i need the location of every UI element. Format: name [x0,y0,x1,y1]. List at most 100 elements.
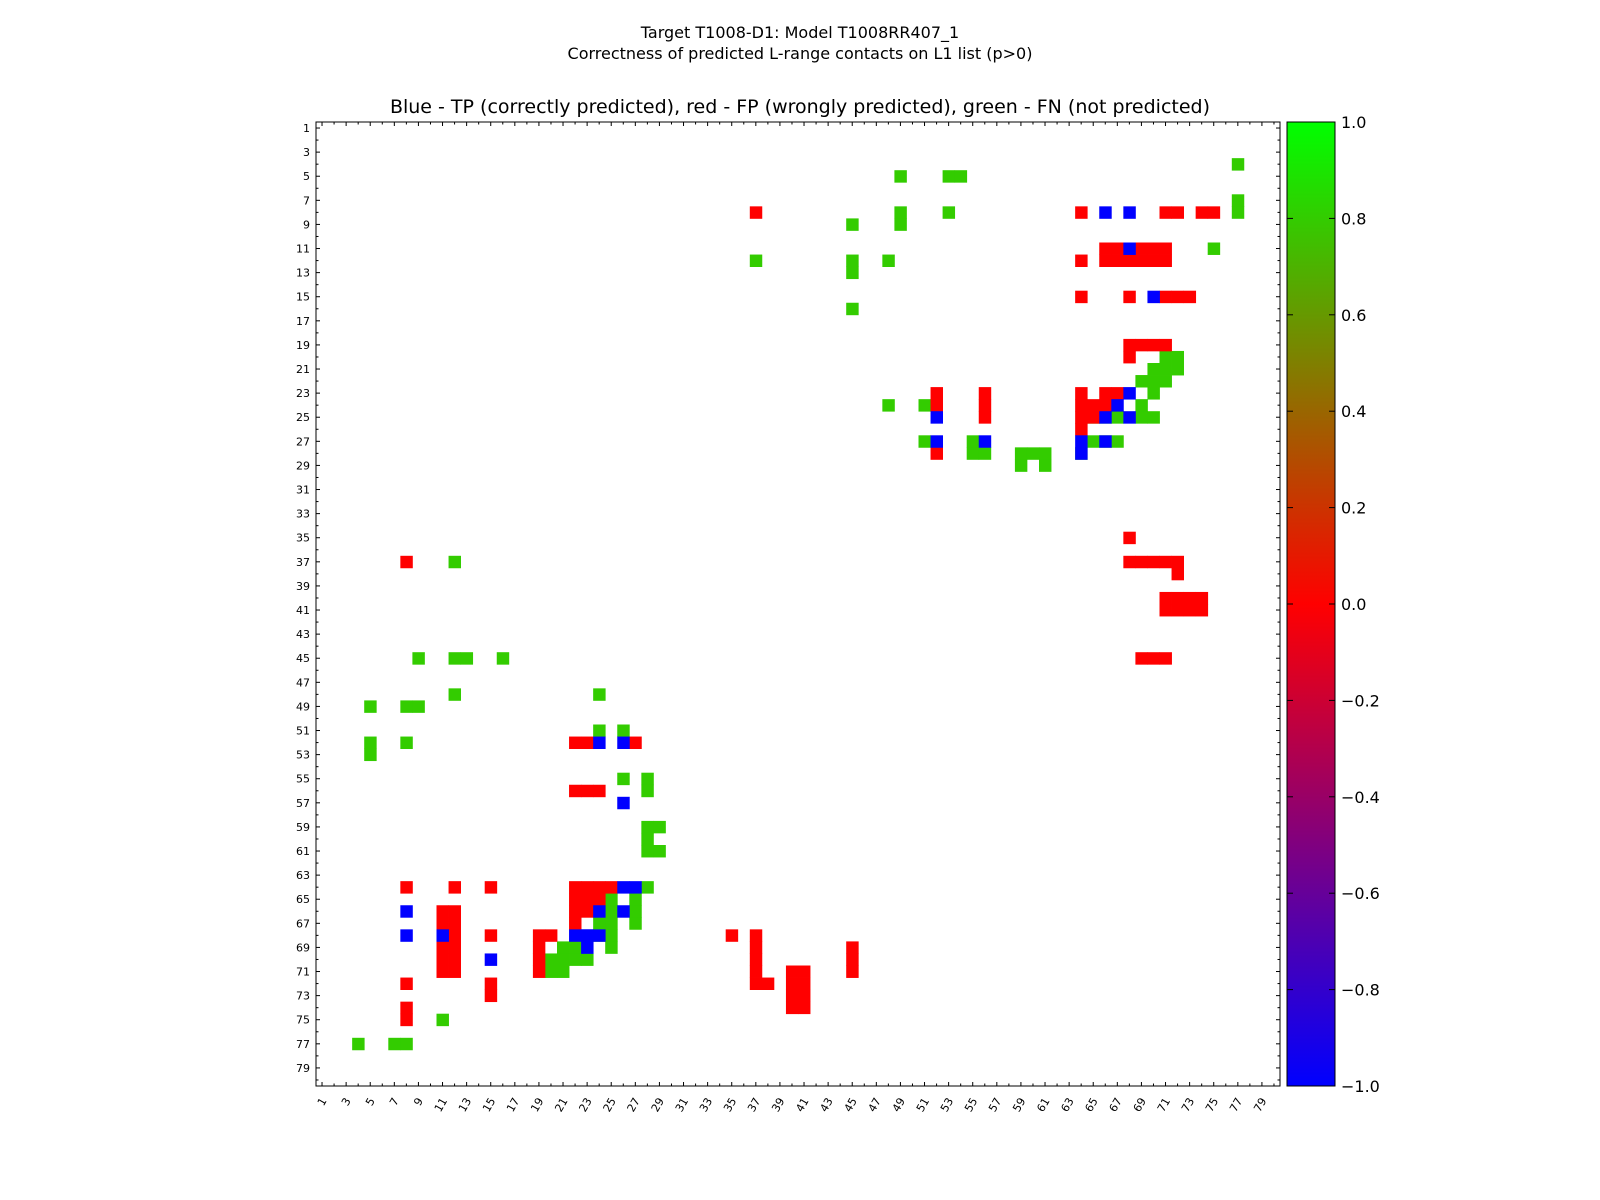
y-tick-label: 15 [296,291,310,304]
y-tick-label: 35 [296,532,310,545]
x-tick-label: 17 [504,1096,522,1115]
x-tick-label: 65 [1083,1096,1101,1115]
contact-cell-fp [1183,591,1197,605]
x-tick-label: 63 [1058,1096,1076,1115]
contact-cell-tp [569,929,582,942]
y-tick-label: 63 [296,869,310,882]
contact-cell-fn [846,302,859,316]
contact-cell-tp [1075,447,1088,460]
contact-cell-fp [532,965,546,978]
contact-cell-fn [954,170,968,183]
x-tick-label: 47 [866,1096,884,1115]
contact-cell-fp [798,977,811,990]
contact-cell-fn [641,845,654,858]
contact-cell-fp [1195,206,1209,219]
contact-cell-fn [882,254,895,267]
contact-cell-fp [1135,254,1148,267]
colorbar-tick-label: 1.0 [1341,113,1366,132]
y-tick-label: 71 [296,966,310,979]
y-tick-label: 11 [296,243,310,256]
contact-cell-fn [894,218,907,231]
contact-cell-fn [412,700,425,713]
colorbar-tick-label: −1.0 [1341,1077,1380,1096]
contact-cell-tp [1147,290,1160,304]
contact-cell-fp [1075,254,1088,267]
contact-cell-fp [569,917,582,930]
contact-cell-fp [1183,604,1197,617]
contact-cell-fp [532,941,546,954]
contact-cell-tp [400,929,413,942]
x-tick-label: 53 [938,1096,956,1115]
x-tick-label: 19 [528,1096,546,1115]
contact-cell-fp [1075,387,1088,400]
contact-cell-fn [581,953,594,966]
contact-cell-fp [798,989,811,1003]
contact-cell-fp [436,941,449,954]
contact-cell-fp [1099,387,1112,400]
contact-cell-fn [966,435,980,448]
contact-cell-tp [436,929,449,942]
y-tick-label: 75 [296,1014,310,1027]
contact-cell-fn [641,832,654,846]
contact-cell-fp [761,977,775,990]
contact-cell-fn [605,893,618,906]
contact-cell-fn [364,748,377,762]
contact-cell-fp [1099,399,1112,412]
contact-cell-fn [388,1037,401,1051]
y-tick-label: 9 [303,218,310,231]
contact-cell-tp [593,905,606,918]
contact-cell-fp [785,1001,799,1015]
axes-title: Blue - TP (correctly predicted), red - F… [390,96,1210,118]
contact-cell-fp [593,784,606,798]
contact-cell-fp [1123,531,1136,545]
x-tick-label: 59 [1010,1096,1028,1115]
y-tick-label: 7 [303,194,310,207]
contact-cell-fp [1099,254,1112,267]
contact-cell-fp [593,881,606,894]
contact-cell-fp [448,929,461,942]
contact-cell-fn [605,917,618,930]
y-tick-label: 25 [296,411,310,424]
contact-cell-fp [846,953,859,966]
contact-cell-fp [581,893,594,906]
contact-cell-fn [882,399,895,412]
y-tick-label: 43 [296,628,310,641]
contact-cell-fn [544,953,558,966]
y-tick-label: 49 [296,700,310,713]
x-tick-label: 79 [1251,1096,1269,1115]
contact-cell-fp [1123,254,1136,267]
contact-cell-fp [448,905,461,918]
plot-frame [315,121,1281,1087]
y-tick-label: 1 [303,122,310,135]
y-tick-label: 65 [296,893,310,906]
contact-cell-fn [605,941,618,954]
contact-cell-fp [749,977,763,990]
contact-cell-fn [617,724,630,737]
contact-cell-tp [1123,387,1136,400]
contact-cell-fp [532,929,546,942]
contact-cell-fn [918,399,931,412]
contact-cell-fp [436,917,449,930]
contact-cell-fn [400,1037,413,1051]
contact-cell-fp [1087,399,1100,412]
y-tick-label: 39 [296,580,310,593]
contact-cell-fp [1075,423,1088,436]
contact-cell-fn [641,772,654,786]
contact-cell-fn [557,965,570,978]
contact-cell-fp [1147,555,1160,569]
contact-cell-fn [1111,411,1124,424]
colorbar-tick-label: 0.2 [1341,499,1366,518]
x-tick-label: 75 [1203,1096,1221,1115]
contact-cell-fp [846,965,859,978]
contact-cell-fp [1075,399,1088,412]
x-tick-label: 3 [339,1096,354,1109]
contact-cell-fn [1159,350,1172,364]
contact-cell-fp [930,387,943,400]
x-tick-label: 9 [411,1096,426,1109]
x-tick-label: 21 [552,1096,570,1115]
contact-cell-fn [605,905,618,918]
contact-cell-tp [400,905,413,918]
contact-cell-fn [617,772,630,786]
contact-cell-fn [1135,411,1148,424]
contact-cell-tp [1099,435,1112,448]
